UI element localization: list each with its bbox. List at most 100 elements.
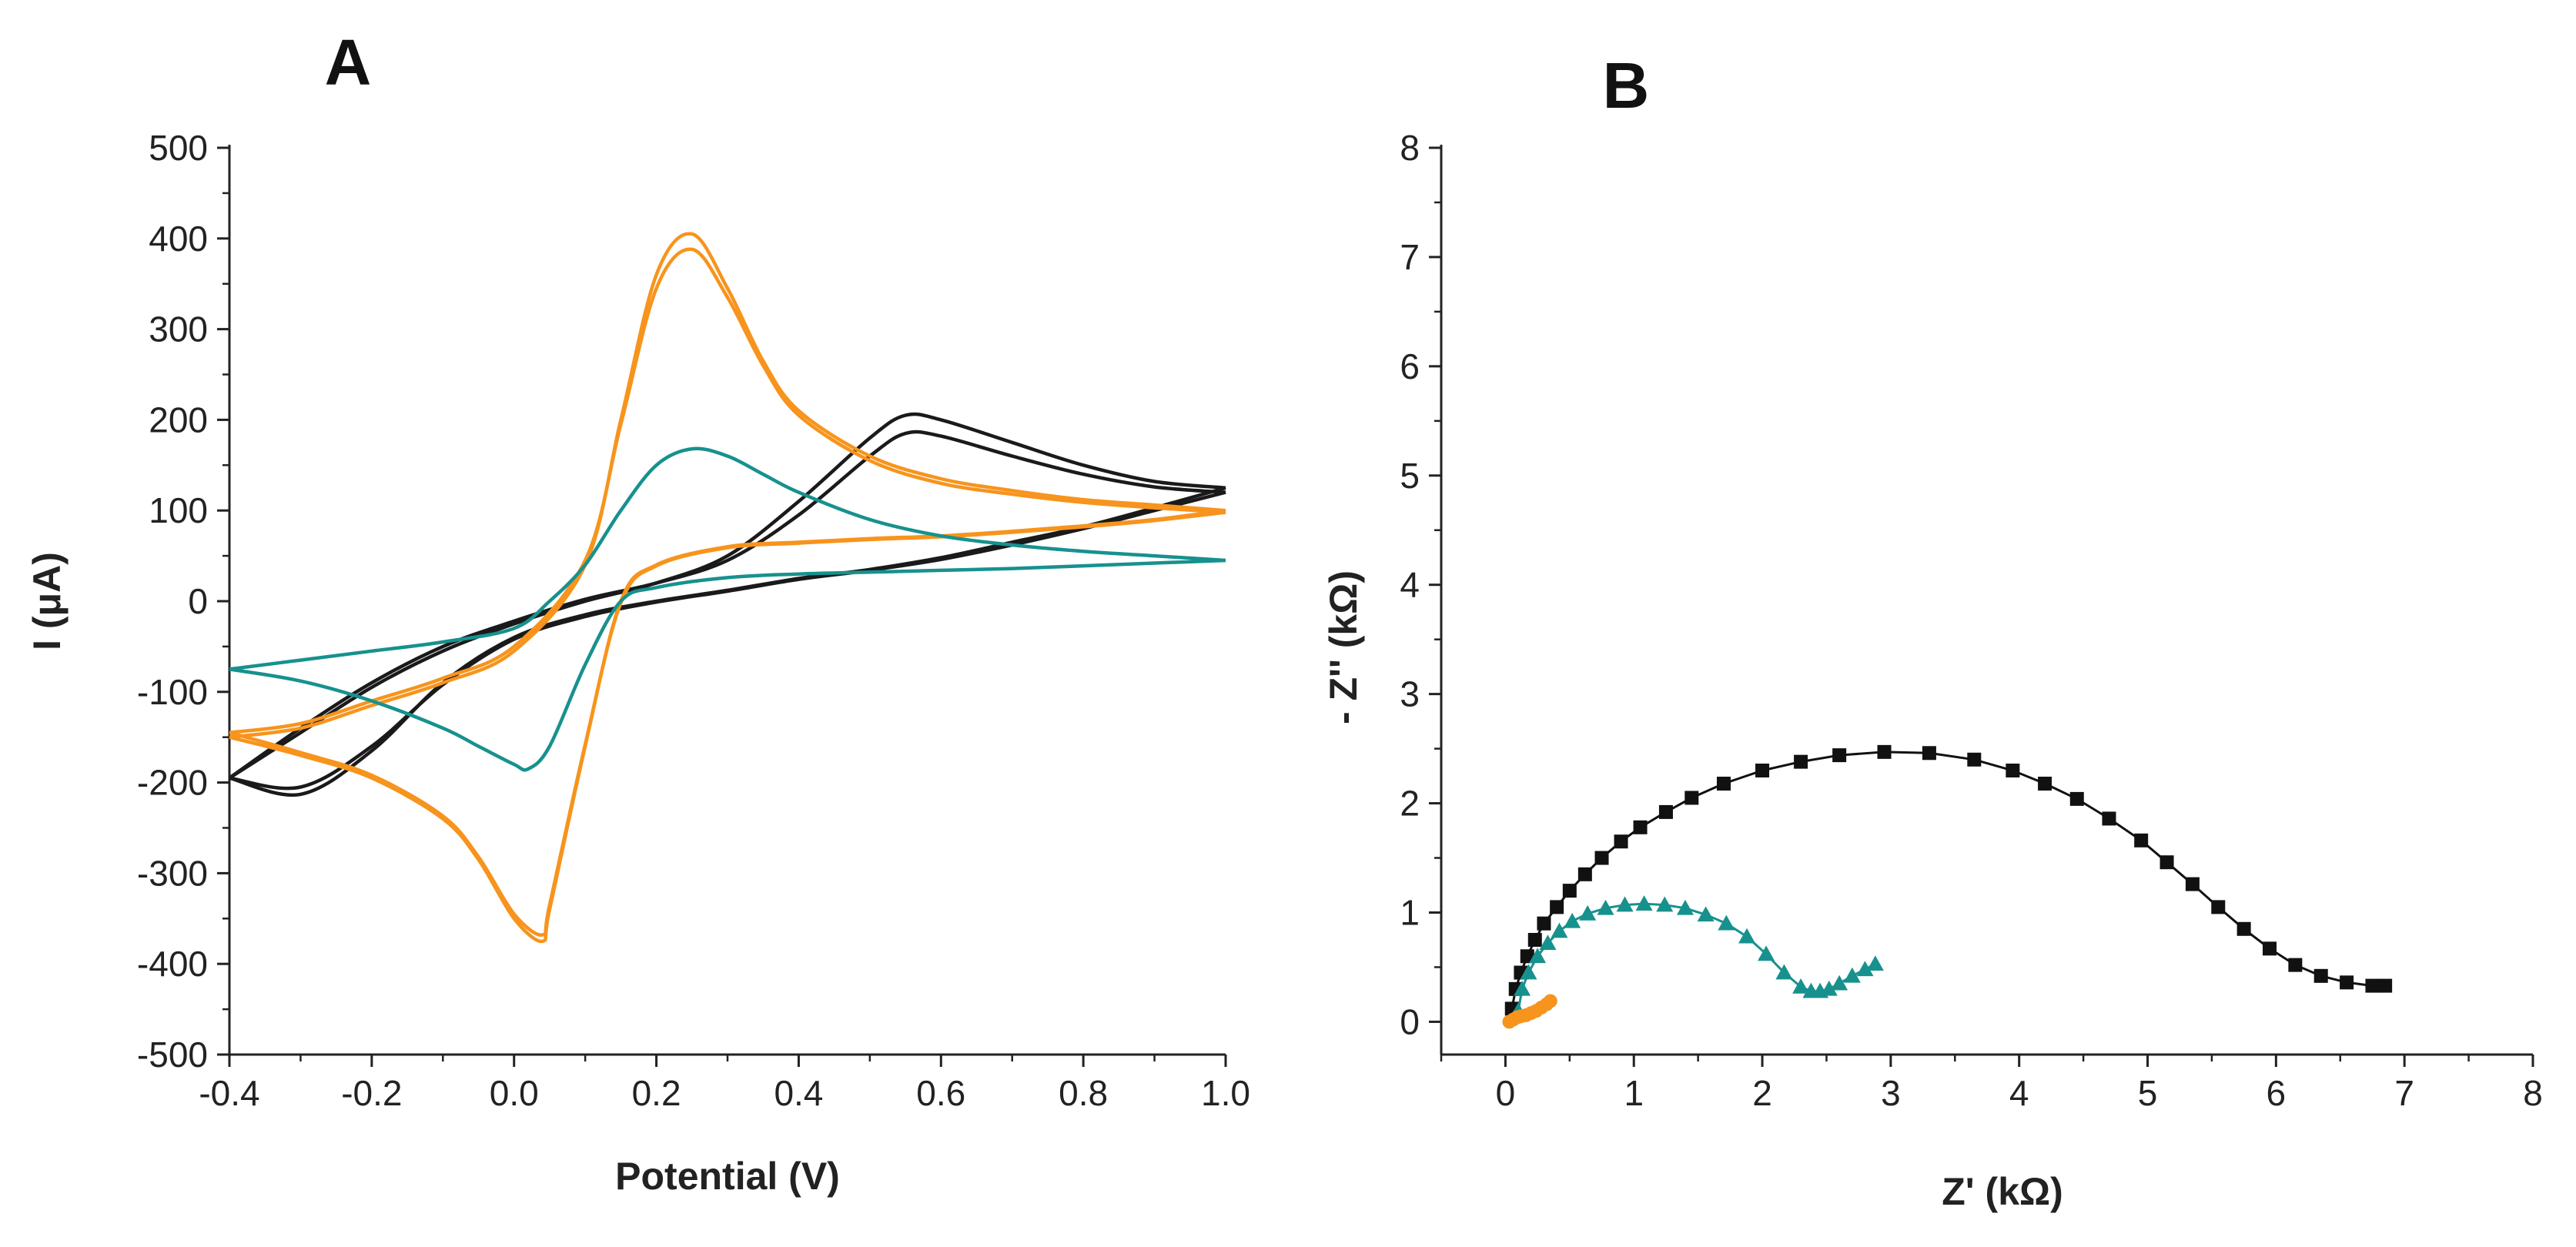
panel-a-x-tick-label: -0.4 [199,1073,259,1113]
panel-b-axes: 0 1 2 3 4 5 6 7 8 0 1 2 3 4 5 6 7 8 Z' (kΩ) - Z'' (kΩ) [1322,128,2543,1213]
data-point-square [2006,763,2020,777]
panel-a-y-axis-title: I (μA) [25,552,69,650]
panel-a: A -500 -400 -300 -200 -100 0 100 200 300 400 500 -0.… [25,26,1250,1198]
data-point-square [1614,834,1628,849]
data-point-square [1717,777,1731,791]
panel-b-y-tick-label: 5 [1400,456,1420,496]
cv-curve-black-cycle-1-cathodic [229,486,1226,797]
data-point-triangle [1579,904,1597,921]
cv-curve-orange-cycle-1-cathodic [229,508,1226,944]
data-point-square [1755,763,1770,777]
data-point-square [2211,900,2226,914]
panel-b-y-tick-label: 7 [1400,237,1420,277]
panel-a-x-tick-label: 0.0 [490,1073,539,1113]
data-point-square [1832,748,1847,763]
panel-b-plot-area [1502,744,2393,1029]
data-point-square [1550,900,1564,914]
data-point-square [2365,978,2380,993]
data-point-square [1794,754,1808,769]
panel-b-x-tick-label: 2 [1752,1073,1772,1113]
panel-a-x-axis-title: Potential (V) [615,1155,840,1198]
panel-b-x-tick-label: 6 [2267,1073,2287,1113]
cv-curve-black-cycle-2-anodic [228,430,1226,780]
data-point-triangle [1676,899,1694,915]
data-point-square [1562,884,1577,898]
panel-b-x-tick-label: 3 [1881,1073,1901,1113]
panel-a-x-tick-label: 1.0 [1201,1073,1250,1113]
panel-a-y-tick-label: 300 [149,309,208,349]
data-point-triangle [1656,896,1674,912]
panel-b-y-tick-label: 0 [1400,1001,1420,1041]
panel-a-x-tick-label: 0.4 [774,1073,823,1113]
data-point-square [2263,941,2277,956]
data-point-triangle [1758,945,1775,961]
cv-curve-black-cycle-2-cathodic [229,490,1226,791]
panel-b-x-tick-label: 8 [2523,1073,2543,1113]
data-point-triangle [1520,964,1537,980]
panel-b-x-tick-label: 1 [1624,1073,1644,1113]
cv-curve-black-cycle-1-anodic [228,412,1226,780]
panel-b-y-tick-label: 4 [1400,565,1420,605]
data-point-triangle [1635,895,1653,911]
data-point-triangle [1831,975,1848,991]
data-point-square [1633,820,1648,834]
panel-b-x-axis-title: Z' (kΩ) [1942,1170,2063,1213]
panel-a-y-tick-label: -400 [137,944,208,984]
cv-curve-teal-anodic [229,446,1226,671]
data-point-square [1594,851,1609,865]
panel-b-letter: B [1603,49,1650,122]
panel-b-y-tick-label: 1 [1400,892,1420,932]
data-point-circle [1543,994,1557,1008]
panel-a-y-tick-label: 500 [149,128,208,168]
data-point-square [2236,921,2251,936]
data-point-square [2313,968,2328,983]
panel-b: B 0 1 2 3 4 5 6 7 8 0 1 2 3 4 5 6 7 8 Z' (kΩ) - Z'' (kΩ) [1322,49,2543,1213]
data-point-square [2069,791,2084,806]
cv-curve-orange-cycle-2-anodic [229,247,1226,735]
data-point-square [1520,949,1534,964]
data-point-square [1577,867,1592,881]
panel-b-y-tick-label: 8 [1400,128,1420,168]
data-point-triangle [1738,928,1756,944]
panel-b-x-tick-label: 0 [1496,1073,1516,1113]
panel-a-axes: -500 -400 -300 -200 -100 0 100 200 300 400 500 -0.4… [25,128,1250,1198]
panel-a-y-tick-label: -100 [137,672,208,712]
cv-curve-orange-cycle-1-anodic [229,232,1226,739]
panel-a-y-tick-label: 200 [149,400,208,440]
data-point-triangle [1514,980,1531,996]
data-point-triangle [1820,980,1838,996]
panel-a-y-tick-label: -500 [137,1035,208,1075]
panel-a-x-tick-label: 0.8 [1059,1073,1108,1113]
panel-b-y-tick-label: 6 [1400,346,1420,386]
cv-curve-teal-cathodic [229,558,1226,772]
data-point-square [1527,932,1542,947]
data-point-triangle [1718,914,1735,931]
data-point-square [1537,916,1551,931]
panel-b-x-tick-label: 7 [2394,1073,2414,1113]
data-point-square [1967,752,1982,767]
panel-a-y-tick-label: -200 [137,763,208,803]
data-point-triangle [1616,896,1634,912]
data-point-triangle [1775,964,1793,980]
panel-b-x-tick-label: 5 [2138,1073,2158,1113]
data-point-square [1658,804,1673,819]
data-point-triangle [1843,967,1861,983]
data-point-triangle [1539,934,1557,951]
data-point-square [2288,958,2303,972]
data-point-square [2102,811,2116,826]
panel-a-y-tick-label: -300 [137,853,208,893]
data-point-triangle [1792,978,1810,994]
panel-a-plot-area [228,232,1226,944]
data-point-triangle [1856,961,1874,977]
data-point-square [2134,833,2149,847]
data-point-square [1922,746,1936,761]
black-squares-line [1510,751,2386,1009]
panel-b-y-tick-label: 3 [1400,674,1420,714]
data-point-square [2038,777,2052,791]
panel-a-x-tick-label: -0.2 [341,1073,402,1113]
data-point-triangle [1564,912,1581,928]
data-point-square [1877,744,1892,759]
data-point-square [2159,855,2174,870]
data-point-triangle [1866,955,1884,971]
